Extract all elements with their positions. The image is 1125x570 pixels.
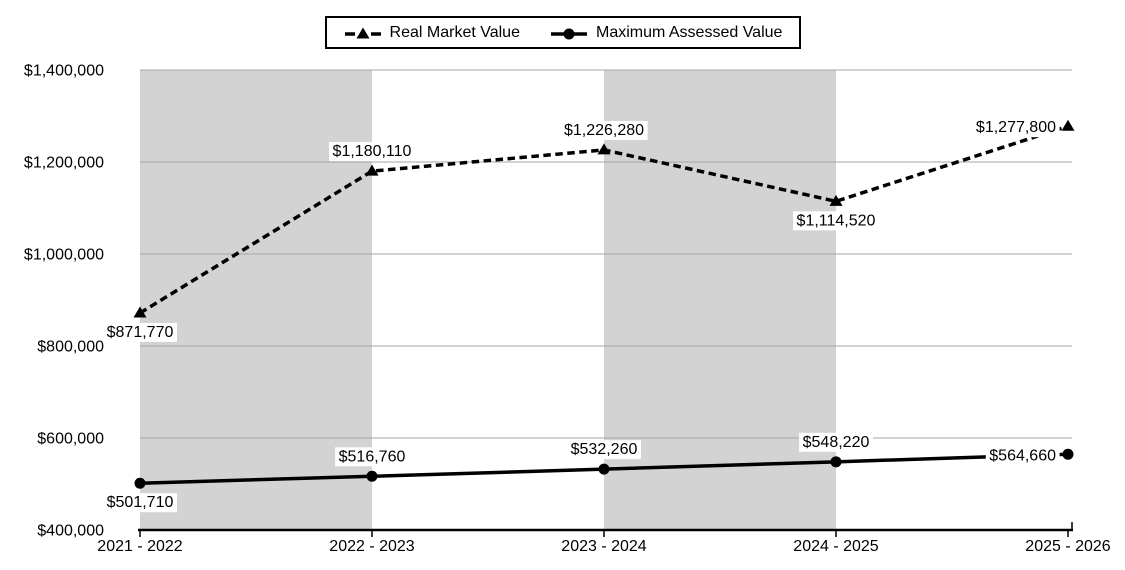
data-label: $1,114,520 <box>797 212 876 229</box>
data-label-bg <box>335 447 409 467</box>
data-label: $1,277,800 <box>976 119 1056 136</box>
triangle-marker <box>365 164 379 176</box>
circle-marker <box>830 456 842 468</box>
data-label: $564,660 <box>989 447 1056 464</box>
data-label-bg <box>567 440 641 460</box>
triangle-marker <box>133 306 147 318</box>
x-axis-tick-label: 2022 - 2023 <box>329 538 415 555</box>
data-label: $501,710 <box>107 494 174 511</box>
data-label-bg <box>103 322 177 342</box>
y-axis-tick-label: $600,000 <box>37 431 104 448</box>
x-axis-tick-label: 2025 - 2026 <box>1025 538 1111 555</box>
x-axis-tick-label: 2024 - 2025 <box>793 538 879 555</box>
legend-item-maximum-assessed-value: Maximum Assessed Value <box>550 23 783 41</box>
data-label: $1,180,110 <box>333 143 412 160</box>
triangle-marker <box>1061 119 1075 131</box>
data-labels: $871,770 $1,180,110 $1,226,280 $1,114,520 $1… <box>103 118 1060 513</box>
legend-item-real-market-value: Real Market Value <box>344 23 520 41</box>
y-axis-tick-label: $800,000 <box>37 339 104 356</box>
x-axis-tick-label: 2021 - 2022 <box>97 538 183 555</box>
y-axis-tick-label: $1,000,000 <box>24 247 104 264</box>
data-label-bg <box>799 432 873 452</box>
circle-marker <box>1062 448 1074 460</box>
data-label-bg <box>560 120 648 140</box>
data-label-bg <box>972 118 1060 138</box>
data-label: $516,760 <box>339 448 406 465</box>
triangle-marker <box>829 194 843 206</box>
data-label-bg <box>985 446 1060 466</box>
circle-marker <box>598 463 610 475</box>
legend: Real Market Value Maximum Assessed Value <box>325 16 801 49</box>
y-axis-tick-label: $1,200,000 <box>24 155 104 172</box>
data-label: $871,770 <box>107 324 174 341</box>
plot-band <box>604 70 836 530</box>
circle-marker <box>366 470 378 482</box>
y-axis-tick-label: $400,000 <box>37 523 104 540</box>
data-label-bg <box>793 211 880 231</box>
x-axis-tick-label: 2023 - 2024 <box>561 538 647 555</box>
triangle-marker <box>597 143 611 155</box>
data-label: $548,220 <box>803 434 870 451</box>
data-label-bg <box>329 142 416 162</box>
data-label: $1,226,280 <box>564 122 644 139</box>
solid-line-circle-marker-icon <box>550 28 587 39</box>
data-label: $532,260 <box>571 441 638 458</box>
legend-label: Maximum Assessed Value <box>595 23 783 41</box>
legend-label: Real Market Value <box>389 23 520 41</box>
circle-marker <box>134 477 146 489</box>
data-label-bg <box>103 493 177 513</box>
y-axis-tick-label: $1,400,000 <box>24 63 104 80</box>
dashed-line-triangle-marker-icon <box>344 27 381 38</box>
